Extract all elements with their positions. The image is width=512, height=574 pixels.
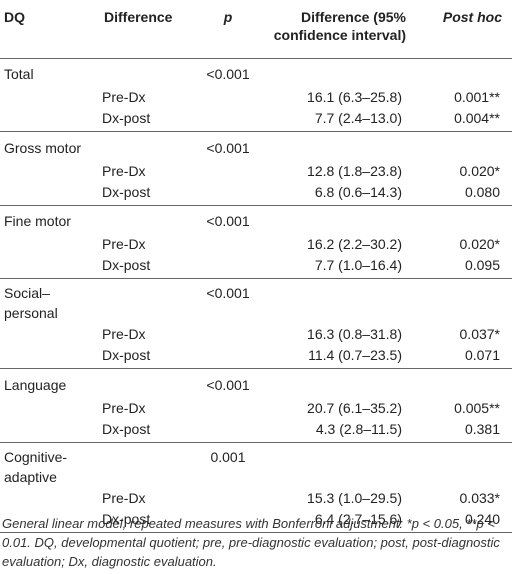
difference-ci: 12.8 (1.8–23.8) — [307, 162, 402, 179]
group-p-value: <0.001 — [206, 213, 250, 230]
group-label: Social– personal — [0, 279, 100, 324]
difference-ci: 16.2 (2.2–30.2) — [307, 236, 402, 252]
table-footnote: General linear model, repeated measures … — [2, 516, 500, 569]
table-row: Dx-post 11.4 (0.7–23.5) 0.071 — [0, 345, 512, 369]
group-label-line2: adaptive — [4, 468, 57, 485]
comparison-label: Dx-post — [100, 345, 194, 369]
comparison-label: Dx-post — [100, 255, 194, 279]
difference-ci: 6.4 (2.7–15.6) — [262, 508, 420, 533]
comparison-label: Pre-Dx — [102, 89, 146, 105]
comparison-label: Dx-post — [100, 418, 194, 443]
group-p-value: <0.001 — [206, 139, 250, 156]
comparison-label: Pre-Dx — [102, 236, 146, 252]
group-p-value: <0.001 — [206, 66, 250, 83]
table-row: Pre-Dx 16.2 (2.2–30.2) 0.020* — [0, 233, 512, 255]
posthoc-value: 0.381 — [420, 418, 512, 443]
posthoc-value: 0.240 — [420, 508, 512, 533]
difference-ci: 20.7 (6.1–35.2) — [307, 399, 402, 416]
header-ci: Difference (95% confidence interval) — [262, 0, 420, 59]
difference-ci: 4.3 (2.8–11.5) — [262, 418, 420, 443]
table-row: Dx-post 6.4 (2.7–15.6) 0.240 — [0, 508, 512, 533]
comparison-label: Dx-post — [100, 181, 194, 206]
group-label: Total — [4, 66, 34, 83]
group-label: Fine motor — [4, 213, 71, 230]
posthoc-value: 0.071 — [420, 345, 512, 369]
comparison-label: Pre-Dx — [102, 326, 146, 342]
table-row: Dx-post 7.7 (2.4–13.0) 0.004** — [0, 108, 512, 132]
group-label-line2: personal — [4, 305, 58, 321]
difference-ci: 16.1 (6.3–25.8) — [307, 89, 402, 105]
group-label-line1: Social– — [4, 285, 50, 301]
table-row: Pre-Dx 12.8 (1.8–23.8) 0.020* — [0, 160, 512, 182]
table-body: Total <0.001 Pre-Dx 16.1 (6.3–25.8) 0.00… — [0, 58, 512, 533]
group-label: Cognitive-adaptive — [0, 442, 100, 487]
header-dq: DQ — [0, 0, 100, 59]
posthoc-value: 0.004** — [420, 108, 512, 132]
table-row: Fine motor <0.001 — [0, 205, 512, 233]
table-row: Cognitive-adaptive 0.001 — [0, 442, 512, 487]
difference-ci: 7.7 (2.4–13.0) — [262, 108, 420, 132]
table-row: Pre-Dx 16.1 (6.3–25.8) 0.001** — [0, 86, 512, 108]
posthoc-value: 0.005** — [454, 399, 500, 416]
comparison-label: Pre-Dx — [102, 399, 146, 416]
group-label: Language — [4, 376, 67, 393]
group-p-value: <0.001 — [206, 285, 250, 301]
results-table: DQ Difference p Difference (95% confiden… — [0, 0, 512, 533]
group-p-value: 0.001 — [210, 448, 246, 465]
posthoc-value: 0.020* — [459, 236, 500, 252]
posthoc-value: 0.037* — [459, 326, 500, 342]
table-row: Pre-Dx 16.3 (0.8–31.8) 0.037* — [0, 323, 512, 345]
posthoc-value: 0.095 — [420, 255, 512, 279]
table-row: Pre-Dx 15.3 (1.0–29.5) 0.033* — [0, 487, 512, 509]
table-row: Language <0.001 — [0, 369, 512, 397]
table-row: Dx-post 4.3 (2.8–11.5) 0.381 — [0, 418, 512, 443]
group-label: Gross motor — [4, 139, 82, 156]
posthoc-value: 0.033* — [459, 489, 500, 506]
difference-ci: 7.7 (1.0–16.4) — [262, 255, 420, 279]
table-row: Dx-post 6.8 (0.6–14.3) 0.080 — [0, 181, 512, 206]
group-label-line1: Cognitive- — [4, 448, 68, 465]
comparison-label: Pre-Dx — [102, 162, 146, 179]
posthoc-value: 0.020* — [459, 162, 500, 179]
group-p-value: <0.001 — [206, 376, 250, 393]
posthoc-value: 0.001** — [454, 89, 500, 105]
table-row: Dx-post 7.7 (1.0–16.4) 0.095 — [0, 255, 512, 279]
table-row: Gross motor <0.001 — [0, 132, 512, 160]
difference-ci: 16.3 (0.8–31.8) — [307, 326, 402, 342]
comparison-label: Dx-post — [100, 508, 194, 533]
difference-ci: 15.3 (1.0–29.5) — [307, 489, 402, 506]
difference-ci: 11.4 (0.7–23.5) — [262, 345, 420, 369]
header-p: p — [194, 0, 262, 59]
table-row: Pre-Dx 20.7 (6.1–35.2) 0.005** — [0, 397, 512, 419]
table-row: Total <0.001 — [0, 58, 512, 86]
comparison-label: Dx-post — [100, 108, 194, 132]
header-posthoc: Post hoc — [420, 0, 512, 59]
table-header: DQ Difference p Difference (95% confiden… — [0, 0, 512, 59]
posthoc-value: 0.080 — [420, 181, 512, 206]
header-difference: Difference — [100, 0, 194, 59]
difference-ci: 6.8 (0.6–14.3) — [262, 181, 420, 206]
table-row: Social– personal <0.001 — [0, 279, 512, 324]
comparison-label: Pre-Dx — [102, 489, 146, 506]
